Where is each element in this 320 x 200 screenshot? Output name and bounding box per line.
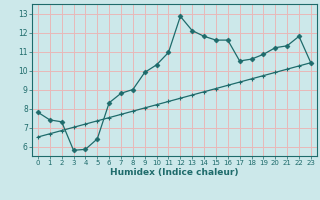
X-axis label: Humidex (Indice chaleur): Humidex (Indice chaleur) <box>110 168 239 177</box>
